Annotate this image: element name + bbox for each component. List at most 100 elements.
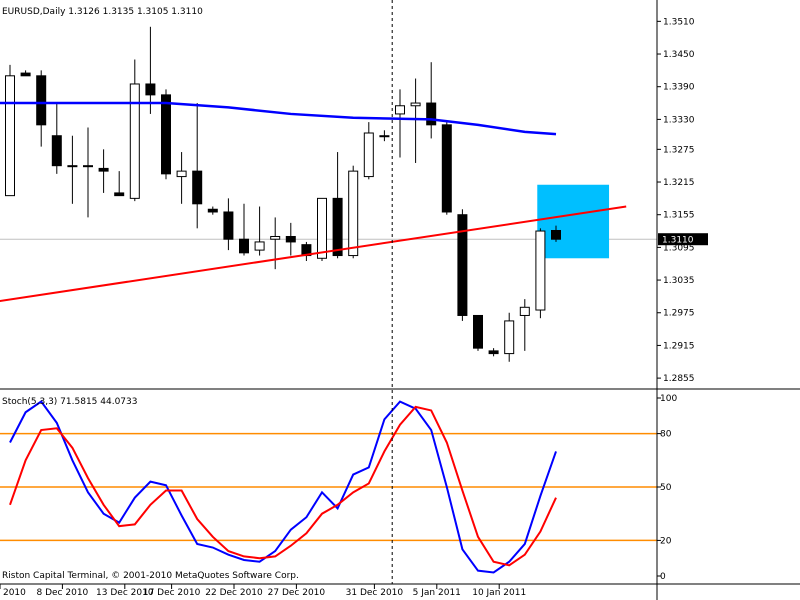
x-tick-label: 3 Dec 2010	[0, 588, 26, 598]
copyright-text: Riston Capital Terminal, © 2001-2010 Met…	[2, 571, 299, 581]
candle-body-up	[535, 230, 546, 311]
price-y-tick-label: 1.2975	[663, 309, 695, 319]
candle-8[interactable]	[129, 59, 140, 202]
candle-body-down	[488, 350, 499, 355]
candle-body-up	[5, 75, 15, 197]
candle-26[interactable]	[410, 78, 421, 163]
candle-30[interactable]	[473, 314, 483, 351]
candle-25[interactable]	[395, 89, 405, 158]
candle-12[interactable]	[192, 103, 203, 229]
candle-28[interactable]	[441, 122, 452, 215]
candle-body-down	[239, 238, 249, 254]
candle-23[interactable]	[363, 122, 374, 180]
stochastic-main-line[interactable]	[9, 400, 557, 574]
price-y-tick-label: 1.3215	[663, 178, 695, 188]
moving-average-line[interactable]	[0, 101, 557, 136]
candle-body-up	[504, 320, 515, 355]
candle-21[interactable]	[332, 152, 343, 259]
current-price-badge	[658, 233, 708, 246]
price-pane[interactable]	[0, 26, 657, 362]
stochastic-y-tick-label: 50	[660, 483, 672, 493]
candle-5[interactable]	[83, 127, 93, 218]
candle-body-down	[457, 214, 468, 316]
x-tick-label: 5 Jan 2011	[413, 588, 461, 598]
candle-9[interactable]	[145, 26, 156, 114]
x-tick-label: 27 Dec 2010	[268, 588, 326, 598]
current-price-label: 1.3110	[662, 236, 694, 246]
candle-13[interactable]	[207, 206, 218, 215]
candle-35[interactable]	[551, 225, 561, 242]
candle-6[interactable]	[98, 149, 109, 193]
price-y-tick-label: 1.3095	[663, 243, 695, 253]
price-y-tick-label: 1.2915	[663, 341, 695, 351]
candle-body-up	[348, 170, 359, 257]
candle-body-up	[379, 135, 390, 138]
candle-2[interactable]	[36, 70, 47, 147]
x-tick-label: 8 Dec 2010	[37, 588, 89, 598]
candle-body-up	[395, 105, 405, 115]
candle-0[interactable]	[5, 64, 15, 197]
candle-1[interactable]	[20, 70, 31, 77]
candle-34[interactable]	[535, 228, 546, 319]
candle-body-down	[20, 72, 31, 77]
candle-body-down	[192, 170, 203, 205]
candle-body-down	[161, 94, 171, 175]
candle-body-down	[551, 229, 561, 240]
candle-14[interactable]	[223, 198, 234, 251]
candle-body-up	[317, 197, 327, 259]
price-y-tick-label: 1.3275	[663, 145, 695, 155]
candle-body-down	[473, 314, 483, 349]
candle-15[interactable]	[239, 203, 249, 256]
candle-10[interactable]	[161, 89, 171, 180]
candle-18[interactable]	[285, 222, 296, 256]
candle-body-up	[254, 241, 265, 251]
candle-4[interactable]	[67, 135, 78, 204]
price-y-tick-label: 1.3330	[663, 115, 695, 125]
trendline[interactable]	[0, 205, 627, 303]
stochastic-title: Stoch(5,3,3) 71.5815 44.0733	[2, 397, 137, 407]
candle-33[interactable]	[519, 299, 530, 351]
candle-17[interactable]	[270, 217, 281, 270]
stochastic-pane[interactable]	[0, 400, 657, 574]
price-y-tick-label: 1.3155	[663, 211, 695, 221]
price-y-tick-label: 1.3035	[663, 276, 695, 286]
stochastic-y-tick-label: 80	[660, 430, 672, 440]
price-chart-title: EURUSD,Daily 1.3126 1.3135 1.3105 1.3110	[2, 7, 203, 17]
stochastic-y-tick-label: 20	[660, 536, 672, 546]
candle-body-down	[441, 124, 452, 213]
candle-3[interactable]	[51, 103, 62, 174]
price-y-tick-label: 1.3450	[663, 50, 695, 60]
candle-body-up	[410, 102, 421, 107]
candle-body-up	[270, 235, 281, 240]
candle-body-down	[36, 75, 47, 126]
candle-11[interactable]	[176, 152, 187, 204]
x-tick-label: 31 Dec 2010	[346, 588, 404, 598]
stochastic-y-tick-label: 100	[660, 394, 677, 404]
candle-24[interactable]	[379, 130, 390, 142]
candle-body-up	[67, 165, 78, 168]
candle-body-down	[145, 83, 156, 96]
stochastic-signal-line[interactable]	[9, 405, 557, 567]
candle-31[interactable]	[488, 348, 499, 357]
x-tick-label: 17 Dec 2010	[143, 588, 201, 598]
candle-body-up	[129, 83, 140, 199]
candle-16[interactable]	[254, 206, 265, 256]
candle-20[interactable]	[317, 197, 327, 261]
candle-27[interactable]	[426, 62, 437, 139]
candle-body-down	[426, 102, 437, 126]
candle-body-down	[98, 167, 109, 172]
candle-body-up	[363, 132, 374, 178]
candle-body-down	[332, 197, 343, 257]
candle-body-up	[83, 165, 93, 168]
highlight-box[interactable]	[537, 184, 610, 259]
candle-body-down	[285, 235, 296, 243]
candle-body-up	[176, 170, 187, 178]
candle-7[interactable]	[114, 171, 125, 197]
candle-body-down	[114, 192, 125, 197]
candle-29[interactable]	[457, 209, 468, 321]
candle-32[interactable]	[504, 312, 515, 362]
price-y-tick-label: 1.3510	[663, 17, 695, 27]
candle-22[interactable]	[348, 165, 359, 259]
